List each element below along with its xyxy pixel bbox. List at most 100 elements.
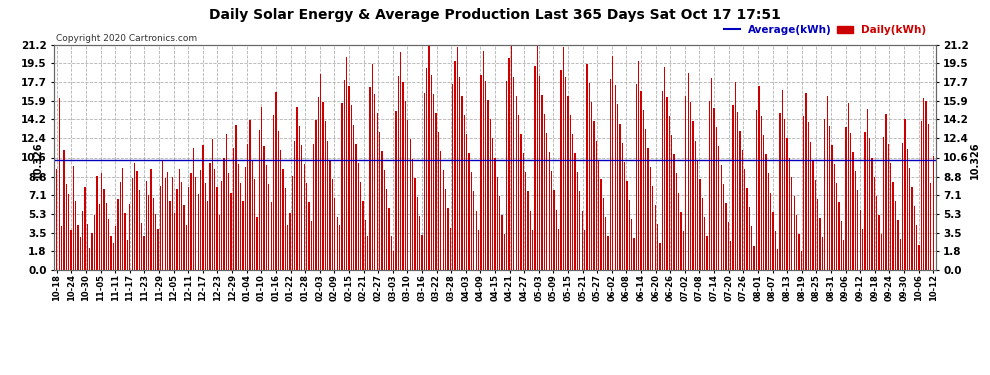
Bar <box>263 146 264 270</box>
Bar <box>311 221 312 270</box>
Bar <box>108 219 109 270</box>
Bar <box>692 122 694 270</box>
Bar <box>791 177 792 270</box>
Bar <box>605 217 606 270</box>
Bar <box>730 242 732 270</box>
Bar <box>202 145 204 270</box>
Bar <box>115 226 117 270</box>
Bar <box>777 249 778 270</box>
Bar <box>157 229 158 270</box>
Bar <box>593 122 595 270</box>
Bar <box>862 229 863 270</box>
Bar <box>289 213 291 270</box>
Bar <box>627 181 628 270</box>
Bar <box>714 108 715 270</box>
Bar <box>629 200 630 270</box>
Bar <box>482 51 484 270</box>
Bar <box>904 119 906 270</box>
Bar <box>528 192 529 270</box>
Bar <box>596 141 597 270</box>
Bar <box>422 235 423 270</box>
Bar <box>664 67 665 270</box>
Bar <box>214 169 215 270</box>
Bar <box>148 195 149 270</box>
Bar <box>834 164 835 270</box>
Bar <box>198 194 199 270</box>
Bar <box>125 213 126 270</box>
Bar <box>751 226 752 270</box>
Bar <box>118 199 119 270</box>
Bar <box>707 236 708 270</box>
Bar <box>631 219 633 270</box>
Bar <box>499 196 500 270</box>
Bar <box>475 211 477 270</box>
Bar <box>80 237 81 270</box>
Bar <box>379 132 380 270</box>
Bar <box>129 204 131 270</box>
Bar <box>678 192 679 270</box>
Bar <box>820 218 821 270</box>
Bar <box>893 182 894 270</box>
Bar <box>459 77 460 270</box>
Bar <box>205 183 206 270</box>
Bar <box>441 151 442 270</box>
Bar <box>900 239 901 270</box>
Bar <box>765 154 766 270</box>
Bar <box>744 169 745 270</box>
Bar <box>72 166 74 270</box>
Bar <box>414 178 416 270</box>
Bar <box>558 229 559 270</box>
Bar <box>784 119 785 270</box>
Bar <box>709 101 710 270</box>
Bar <box>226 134 227 270</box>
Bar <box>155 214 156 270</box>
Bar <box>548 152 549 270</box>
Bar <box>666 97 667 270</box>
Bar <box>702 198 703 270</box>
Bar <box>360 182 361 270</box>
Bar <box>318 97 319 270</box>
Bar <box>339 225 341 270</box>
Bar <box>540 76 541 270</box>
Bar <box>209 163 211 270</box>
Bar <box>622 142 623 270</box>
Bar <box>847 104 849 270</box>
Bar <box>850 133 851 270</box>
Bar <box>803 116 804 270</box>
Bar <box>695 141 696 270</box>
Bar <box>668 116 670 270</box>
Bar <box>798 234 800 270</box>
Bar <box>320 74 322 270</box>
Bar <box>836 183 838 270</box>
Bar <box>362 201 363 270</box>
Bar <box>60 226 62 270</box>
Bar <box>294 141 295 270</box>
Bar <box>608 236 609 270</box>
Bar <box>532 230 534 270</box>
Bar <box>878 215 880 270</box>
Bar <box>89 248 90 270</box>
Bar <box>634 238 635 270</box>
Bar <box>610 79 611 270</box>
Bar <box>895 201 896 270</box>
Bar <box>282 169 283 270</box>
Bar <box>501 215 503 270</box>
Bar <box>337 217 338 270</box>
Bar <box>914 206 915 270</box>
Bar <box>775 231 776 270</box>
Bar <box>572 134 573 270</box>
Bar <box>825 119 826 270</box>
Bar <box>350 105 351 270</box>
Bar <box>301 145 303 270</box>
Bar <box>516 96 517 270</box>
Bar <box>654 205 655 270</box>
Bar <box>494 158 496 270</box>
Bar <box>544 114 545 270</box>
Bar <box>400 53 401 270</box>
Bar <box>247 144 248 270</box>
Bar <box>308 202 310 270</box>
Bar <box>466 134 467 270</box>
Bar <box>103 189 105 270</box>
Bar <box>518 115 519 270</box>
Bar <box>742 150 743 270</box>
